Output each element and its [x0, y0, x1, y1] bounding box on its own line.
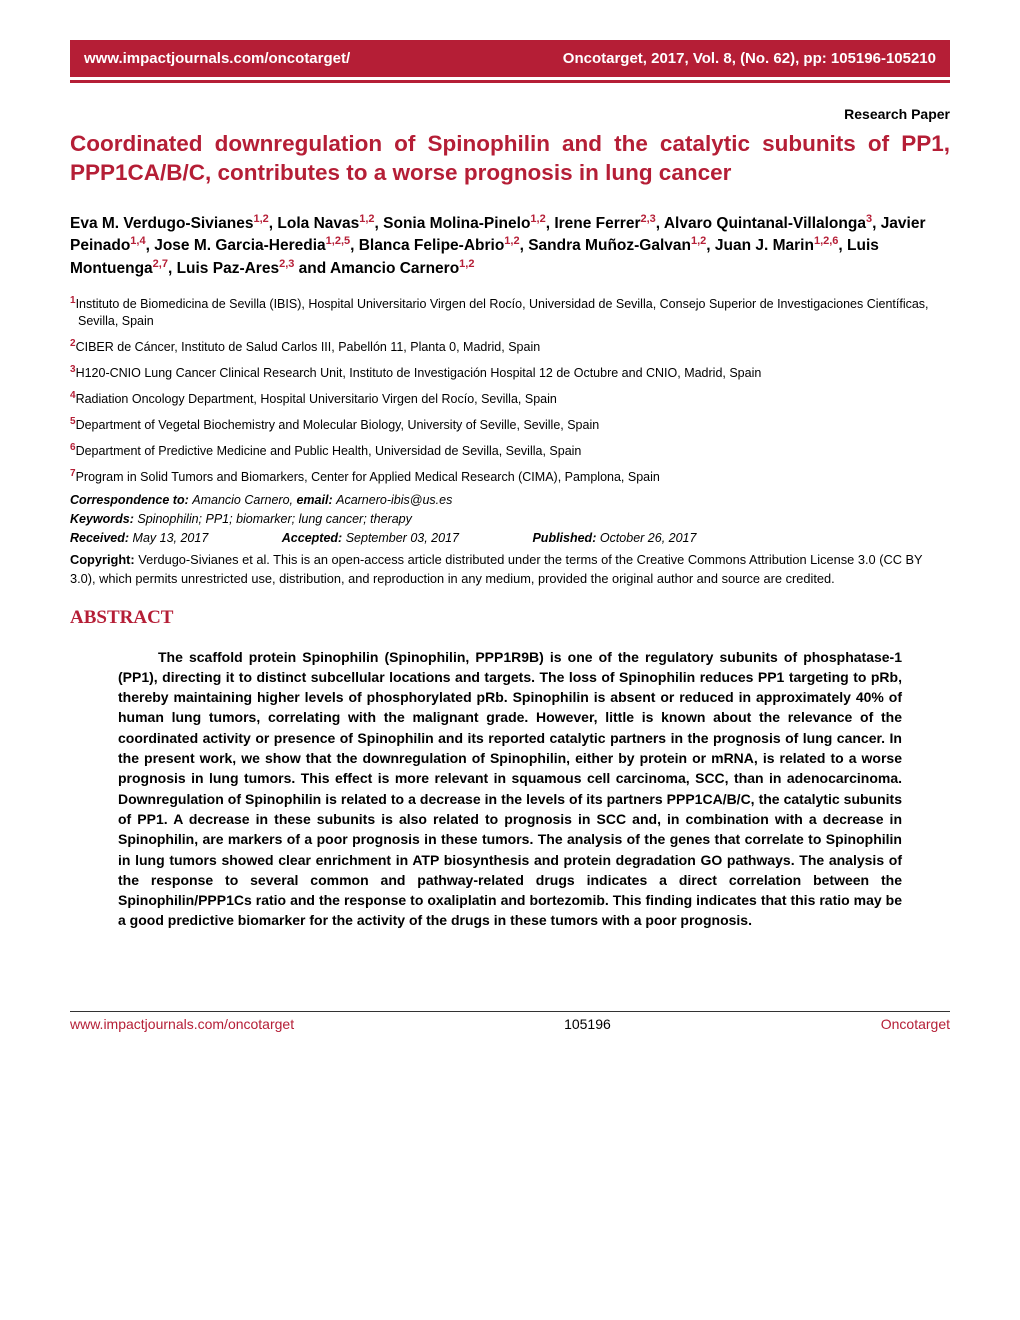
correspondence-line: Correspondence to: Amancio Carnero, emai… [70, 493, 950, 507]
abstract-header: ABSTRACT [70, 607, 950, 629]
footer-journal: Oncotarget [881, 1016, 950, 1032]
email-label: email: [296, 493, 332, 507]
article-title: Coordinated downregulation of Spinophili… [70, 130, 950, 188]
copyright-text: Verdugo-Sivianes et al. This is an open-… [70, 552, 922, 586]
published-label: Published: [532, 531, 596, 545]
copyright-block: Copyright: Verdugo-Sivianes et al. This … [70, 550, 950, 588]
keywords-label: Keywords: [70, 512, 134, 526]
journal-url: www.impactjournals.com/oncotarget/ [84, 50, 350, 67]
accepted-date: September 03, 2017 [346, 531, 459, 545]
affiliation-item: 7Program in Solid Tumors and Biomarkers,… [70, 467, 950, 486]
correspondence-email: Acarnero-ibis@us.es [336, 493, 452, 507]
copyright-label: Copyright: [70, 552, 135, 567]
affiliation-item: 1Instituto de Biomedicina de Sevilla (IB… [70, 294, 950, 330]
received-label: Received: [70, 531, 129, 545]
keywords-line: Keywords: Spinophilin; PP1; biomarker; l… [70, 512, 950, 526]
affiliation-item: 3H120-CNIO Lung Cancer Clinical Research… [70, 363, 950, 382]
correspondence-label: Correspondence to: [70, 493, 189, 507]
affiliation-item: 2CIBER de Cáncer, Instituto de Salud Car… [70, 337, 950, 356]
abstract-body: The scaffold protein Spinophilin (Spinop… [70, 647, 950, 931]
authors-list: Eva M. Verdugo-Sivianes1,2, Lola Navas1,… [70, 212, 950, 281]
footer-page-number: 105196 [564, 1016, 611, 1032]
dates-line: Received: May 13, 2017 Accepted: Septemb… [70, 531, 950, 545]
journal-header-bar: www.impactjournals.com/oncotarget/ Oncot… [70, 40, 950, 80]
published-date: October 26, 2017 [600, 531, 697, 545]
page-footer: www.impactjournals.com/oncotarget 105196… [70, 1011, 950, 1032]
affiliation-item: 5Department of Vegetal Biochemistry and … [70, 415, 950, 434]
affiliation-item: 4Radiation Oncology Department, Hospital… [70, 389, 950, 408]
affiliation-item: 6Department of Predictive Medicine and P… [70, 441, 950, 460]
affiliations-block: 1Instituto de Biomedicina de Sevilla (IB… [70, 294, 950, 486]
keywords-text: Spinophilin; PP1; biomarker; lung cancer… [137, 512, 411, 526]
footer-url: www.impactjournals.com/oncotarget [70, 1016, 294, 1032]
accepted-label: Accepted: [282, 531, 342, 545]
journal-citation: Oncotarget, 2017, Vol. 8, (No. 62), pp: … [563, 50, 936, 67]
article-type-label: Research Paper [70, 106, 950, 122]
received-date: May 13, 2017 [133, 531, 209, 545]
correspondence-name: Amancio Carnero, [192, 493, 293, 507]
